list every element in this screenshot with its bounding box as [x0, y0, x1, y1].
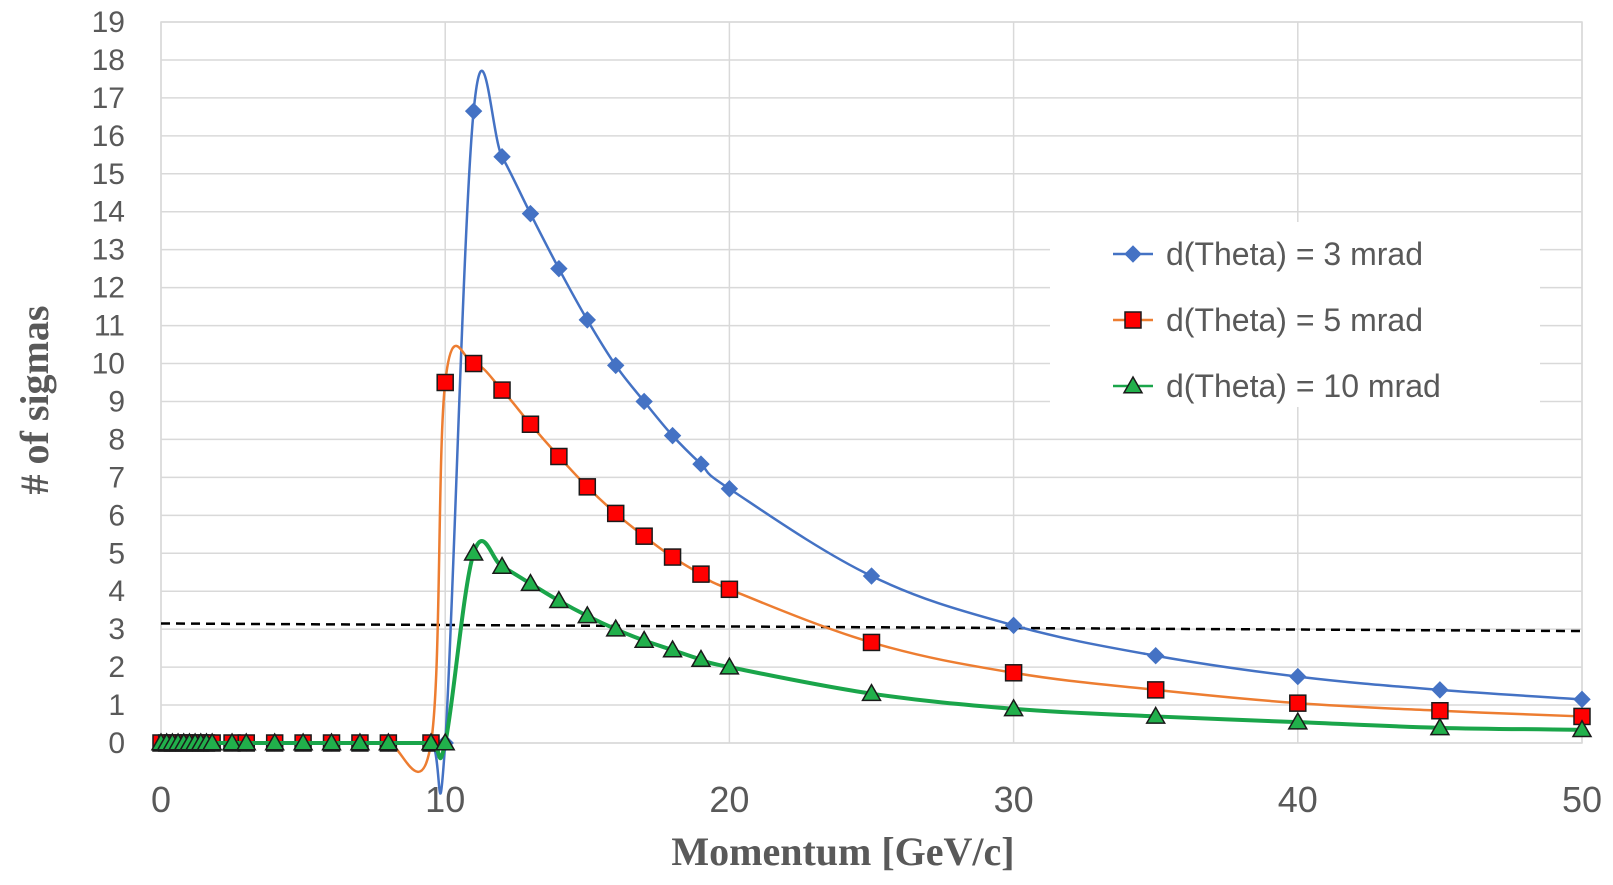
x-axis-title: Momentum [GeV/c]	[671, 829, 1014, 874]
data-point	[608, 505, 624, 521]
y-tick-label: 9	[108, 385, 125, 418]
data-point	[608, 357, 624, 373]
legend-label: d(Theta) = 10 mrad	[1166, 368, 1441, 404]
legend-label: d(Theta) = 3 mrad	[1166, 236, 1423, 272]
data-point	[1006, 617, 1022, 633]
data-point	[579, 479, 595, 495]
y-tick-label: 2	[108, 651, 125, 684]
data-point	[1290, 669, 1306, 685]
data-point	[1432, 682, 1448, 698]
data-point	[522, 206, 538, 222]
data-point	[721, 581, 737, 597]
data-point	[636, 528, 652, 544]
legend: d(Theta) = 3 mrad d(Theta) = 5 mrad d(Thet…	[1050, 222, 1540, 407]
x-tick-label: 20	[709, 779, 749, 820]
x-tick-label: 0	[151, 779, 171, 820]
data-point	[1006, 665, 1022, 681]
data-point	[551, 448, 567, 464]
x-tick-label: 30	[994, 779, 1034, 820]
y-tick-label: 13	[92, 234, 125, 267]
data-point	[864, 568, 880, 584]
data-point	[864, 634, 880, 650]
x-tick-label: 40	[1278, 779, 1318, 820]
y-tick-label: 15	[92, 158, 125, 191]
data-point	[1148, 682, 1164, 698]
y-tick-label: 12	[92, 272, 125, 305]
data-point	[494, 382, 510, 398]
data-point	[551, 261, 567, 277]
data-point	[693, 566, 709, 582]
data-point	[521, 575, 539, 591]
y-tick-label: 17	[92, 82, 125, 115]
y-tick-label: 16	[92, 120, 125, 153]
data-point	[1290, 695, 1306, 711]
data-point	[465, 544, 483, 560]
series-2	[153, 346, 1590, 772]
x-tick-label: 10	[425, 779, 465, 820]
data-point	[1148, 648, 1164, 664]
x-axis-ticks: 0 10 20 30 40 50	[151, 779, 1602, 820]
y-tick-label: 11	[94, 310, 125, 343]
data-point	[437, 375, 453, 391]
y-tick-label: 8	[108, 423, 125, 456]
data-point	[466, 356, 482, 372]
y-tick-label: 14	[92, 196, 125, 229]
y-tick-label: 3	[108, 613, 125, 646]
data-point	[550, 592, 568, 608]
y-tick-label: 4	[108, 575, 125, 608]
y-tick-label: 6	[108, 499, 125, 532]
reference-line	[161, 623, 1582, 631]
series-line	[161, 346, 1582, 772]
y-tick-label: 7	[108, 461, 125, 494]
legend-label: d(Theta) = 5 mrad	[1166, 302, 1423, 338]
x-tick-label: 50	[1562, 779, 1602, 820]
y-tick-label: 1	[108, 689, 125, 722]
data-point	[494, 149, 510, 165]
y-tick-label: 10	[92, 348, 125, 381]
series-group	[152, 71, 1591, 794]
dashed-threshold-line	[161, 623, 1582, 631]
data-point	[466, 103, 482, 119]
data-point	[1432, 703, 1448, 719]
y-axis-title: # of sigmas	[12, 306, 57, 495]
data-point	[665, 549, 681, 565]
y-tick-label: 19	[92, 6, 125, 39]
y-tick-label: 0	[108, 727, 125, 760]
data-point	[522, 416, 538, 432]
data-point	[721, 481, 737, 497]
legend-marker	[1125, 312, 1141, 328]
y-tick-label: 5	[108, 537, 125, 570]
y-tick-label: 18	[92, 44, 125, 77]
